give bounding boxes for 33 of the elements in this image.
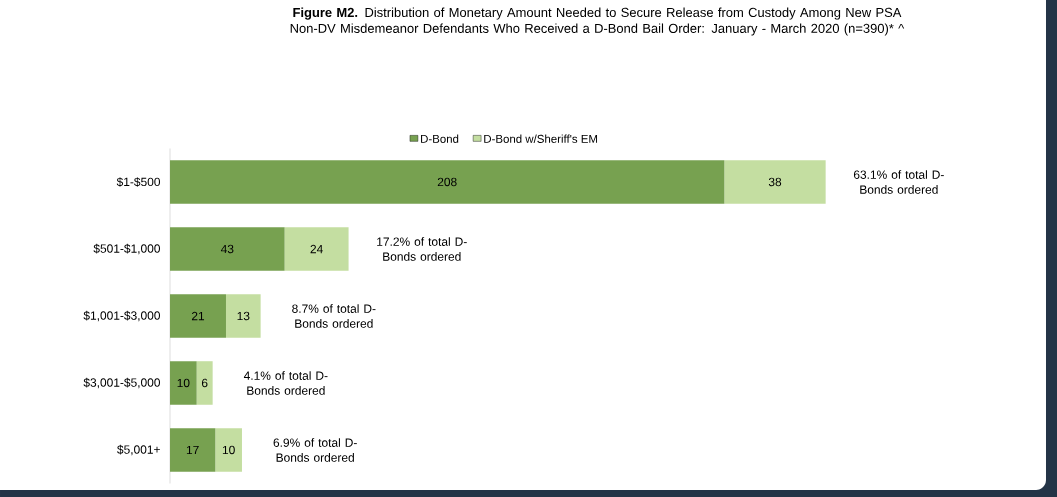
y-tick-label: $501-$1,000 xyxy=(93,243,161,255)
legend-label: D-Bond xyxy=(421,134,459,143)
y-tick-label: $1,001-$3,000 xyxy=(83,310,161,322)
chart-title: Figure M2. Distribution of Monetary Amount Needed to Secure Release from Custody Among New PSA Non-DV Misdemeanor Defendants Who Received a D-Bond Bail Order: January - March 2020 (n=390)* ^ xyxy=(290,7,905,36)
bar xyxy=(284,227,349,271)
data-label: 13 xyxy=(237,311,250,321)
annotation: 4.1% of total D-Bonds ordered xyxy=(243,371,328,395)
data-label: 21 xyxy=(191,311,205,321)
bar xyxy=(196,361,213,405)
bar xyxy=(225,294,261,338)
data-label: 43 xyxy=(220,244,234,254)
y-tick-label: $1-$500 xyxy=(116,177,161,187)
data-label: 17 xyxy=(186,445,199,455)
y-tick-label: $5,001+ xyxy=(117,444,160,456)
annotation: 63.1% of total D-Bonds ordered xyxy=(853,170,944,194)
bar xyxy=(724,160,826,204)
bar xyxy=(170,428,216,472)
data-label: 208 xyxy=(437,177,457,187)
bar xyxy=(170,294,226,338)
annotation: 17.2% of total D-Bonds ordered xyxy=(377,237,467,261)
data-label: 24 xyxy=(310,244,323,254)
bar xyxy=(170,227,285,271)
y-tick-label: $3,001-$5,000 xyxy=(83,377,161,389)
legend-label: D-Bond w/Sheriff's EM xyxy=(484,134,598,143)
bar xyxy=(170,160,725,204)
data-label: 6 xyxy=(201,378,208,388)
annotation: 8.7% of total D-Bonds ordered xyxy=(292,304,376,328)
annotation: 6.9% of total D-Bonds ordered xyxy=(273,438,357,462)
bar xyxy=(170,361,197,405)
data-label: 38 xyxy=(768,177,782,187)
data-label: 10 xyxy=(177,378,190,388)
data-label: 10 xyxy=(222,445,235,455)
bar xyxy=(215,428,242,472)
